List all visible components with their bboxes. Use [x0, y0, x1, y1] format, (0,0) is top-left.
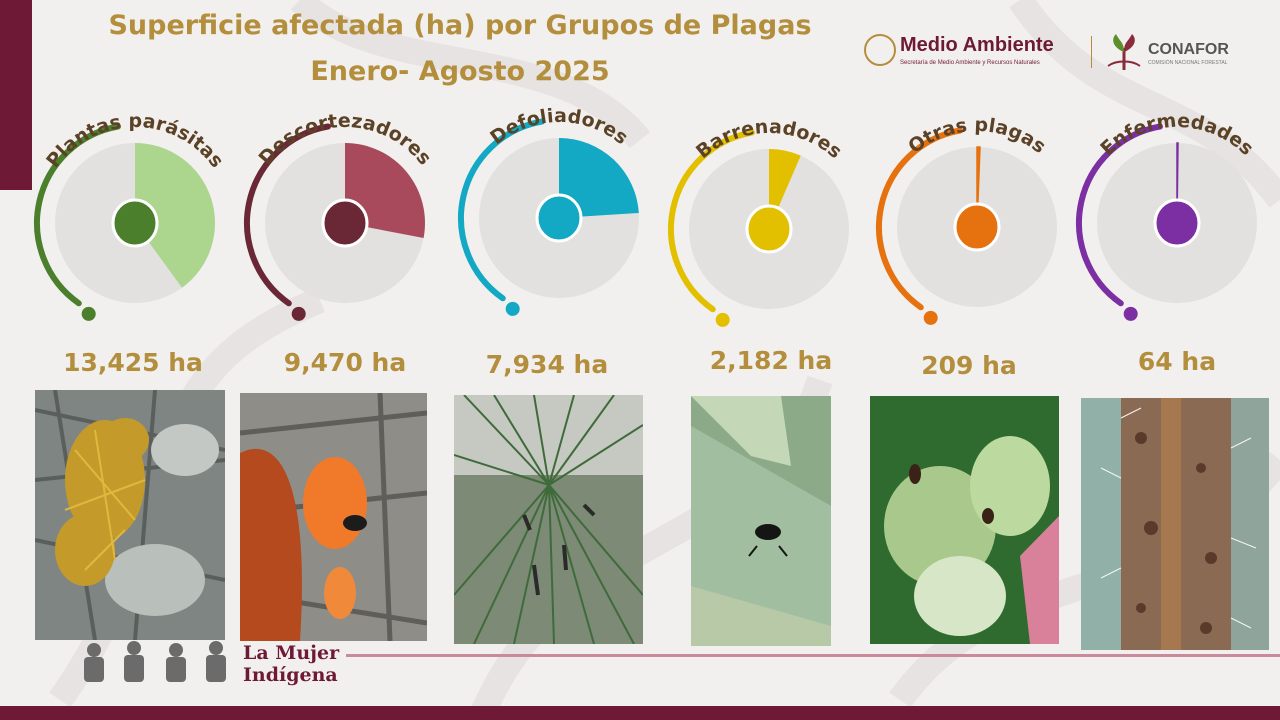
- photo-plantas-parasitas: [35, 390, 225, 640]
- arc-dot-plantas-parasitas: [81, 306, 96, 321]
- logo-conafor-subtitle: COMISIÓN NACIONAL FORESTAL: [1148, 60, 1228, 66]
- page-subtitle: Enero- Agosto 2025: [310, 56, 610, 87]
- government-seal-icon: [864, 34, 896, 66]
- arc-otras-plagas: [876, 127, 963, 311]
- photo-barrenadores: [691, 396, 831, 646]
- arc-dot-otras-plagas: [923, 310, 938, 325]
- conafor-tree-icon: [1107, 34, 1141, 70]
- pie-center-descortezadores: [321, 198, 369, 248]
- pie-center-barrenadores: [745, 204, 793, 254]
- pie-center-defoliadores: [535, 193, 583, 243]
- logo-medio-ambiente: Medio Ambiente: [900, 34, 1054, 56]
- value-label-barrenadores: 2,182 ha: [709, 346, 833, 375]
- accent-bar-left: [0, 0, 32, 190]
- footer-mujer-line1: La Mujer: [243, 642, 340, 664]
- photo-enfermedades: [1081, 398, 1269, 650]
- pie-slice-plantas-parasitas: [135, 143, 216, 288]
- arc-dot-descortezadores: [291, 306, 306, 321]
- pie-center-plantas-parasitas: [111, 198, 159, 248]
- value-label-enfermedades: 64 ha: [1137, 347, 1217, 376]
- arc-plantas-parasitas: [34, 123, 121, 307]
- photo-defoliadores: [454, 395, 643, 644]
- arc-defoliadores: [458, 118, 545, 302]
- arc-descortezadores: [244, 123, 331, 307]
- pie-slice-enfermedades: [1176, 142, 1179, 224]
- logo-divider: [1091, 36, 1092, 68]
- arc-dot-barrenadores: [715, 312, 730, 327]
- arc-enfermedades: [1076, 123, 1163, 307]
- pie-center-otras-plagas: [953, 202, 1001, 252]
- pie-slice-defoliadores: [559, 138, 639, 218]
- pest-group-charts: Plantas parásitas DescortezadoresDefoliad…: [34, 105, 1258, 327]
- accent-bar-bottom: [0, 706, 1280, 720]
- photo-otras-plagas: [870, 396, 1059, 644]
- logo-conafor: CONAFOR: [1148, 41, 1229, 58]
- value-label-descortezadores: 9,470 ha: [283, 348, 407, 377]
- page-title: Superficie afectada (ha) por Grupos de P…: [108, 10, 812, 41]
- logos-header: Medio Ambiente Secretaría de Medio Ambie…: [862, 28, 1262, 78]
- arc-barrenadores: [668, 129, 755, 313]
- arc-dot-enfermedades: [1123, 306, 1138, 321]
- women-illustration-icon: [84, 641, 226, 682]
- value-label-plantas-parasitas: 13,425 ha: [63, 348, 203, 377]
- value-label-defoliadores: 7,934 ha: [485, 350, 609, 379]
- logo-medio-ambiente-subtitle: Secretaría de Medio Ambiente y Recursos …: [900, 60, 1040, 66]
- photo-descortezadores: [240, 393, 427, 641]
- footer-mujer-line2: Indígena: [243, 664, 338, 686]
- value-label-otras-plagas: 209 ha: [921, 351, 1017, 380]
- pie-center-enfermedades: [1153, 198, 1201, 248]
- footer-divider-line: [346, 654, 1280, 657]
- arc-dot-defoliadores: [505, 301, 520, 316]
